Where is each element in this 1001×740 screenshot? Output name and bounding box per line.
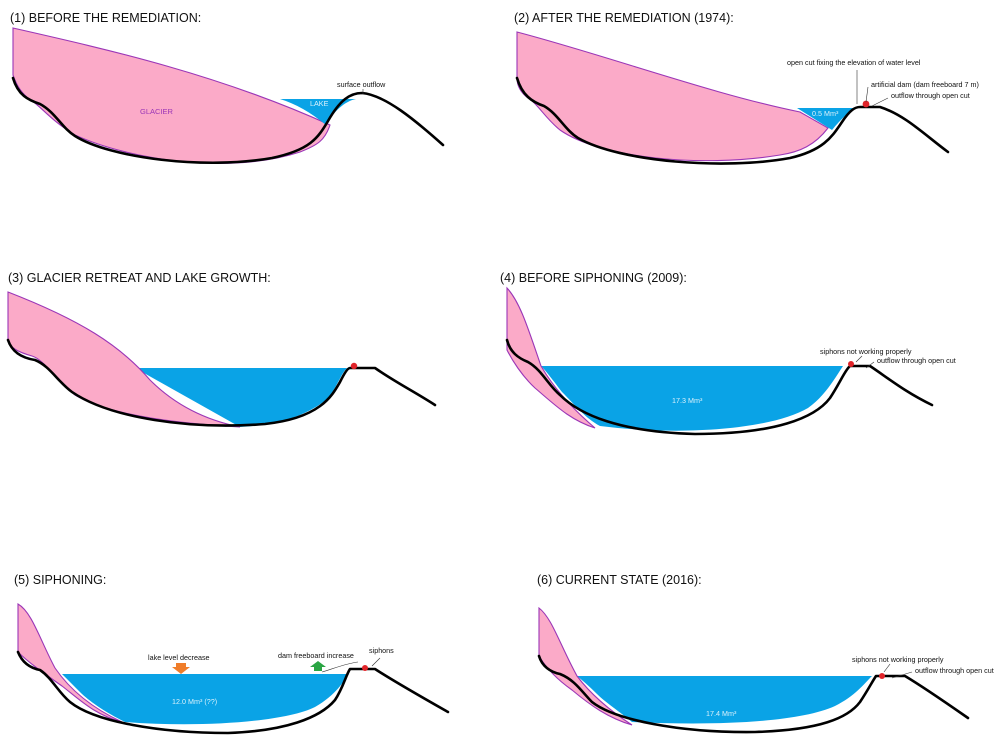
terrain-profile	[16, 650, 450, 735]
panel-3: (3) GLACIER RETREAT AND LAKE GROWTH:	[6, 271, 437, 428]
freeboard-leader	[321, 661, 359, 673]
siphons-label: siphons	[369, 646, 394, 655]
lake-volume-label: 17.3 Mm³	[672, 396, 703, 405]
panel-3-title: (3) GLACIER RETREAT AND LAKE GROWTH:	[8, 271, 271, 285]
panel-1: (1) BEFORE THE REMEDIATION: GLACIER LAKE…	[10, 11, 445, 165]
open-cut-label: open cut fixing the elevation of water l…	[787, 58, 921, 67]
lake-shape	[577, 676, 872, 724]
dam-marker	[879, 673, 885, 679]
outflow-leader	[871, 97, 889, 107]
dam-freeboard-increase-label: dam freeboard increase	[278, 651, 354, 660]
outflow-label: outflow through open cut	[891, 91, 970, 100]
glacier-shape	[506, 286, 596, 429]
outflow-label: outflow through open cut	[877, 356, 956, 365]
lake-shape	[135, 368, 347, 427]
dam-marker	[848, 361, 854, 367]
dam-label: artificial dam (dam freeboard 7 m)	[871, 80, 979, 89]
siphon-leader	[855, 355, 863, 363]
glacier-shape	[538, 606, 633, 726]
glacier-shape	[12, 27, 331, 164]
outflow-leader	[891, 671, 913, 679]
panel-2-title: (2) AFTER THE REMEDIATION (1974):	[514, 11, 734, 25]
arrow-up-icon	[310, 661, 326, 671]
siphons-leader	[371, 657, 381, 667]
dam-marker	[362, 665, 368, 671]
artificial-dam-marker	[862, 100, 870, 108]
lake-shape	[797, 108, 855, 130]
lake-shape	[62, 674, 349, 725]
lake-volume-label: 0.5 Mm³	[812, 109, 839, 118]
panel-2: (2) AFTER THE REMEDIATION (1974): 0.5 Mm…	[514, 11, 979, 165]
siphons-label: siphons not working properly	[852, 655, 944, 664]
lake-volume-label: 12.0 Mm³ (??)	[172, 697, 217, 706]
panel-4-title: (4) BEFORE SIPHONING (2009):	[500, 271, 687, 285]
dam-marker	[350, 362, 358, 370]
panel-1-title: (1) BEFORE THE REMEDIATION:	[10, 11, 201, 25]
panel-5: (5) SIPHONING: lake level decrease dam f…	[14, 573, 450, 735]
terrain-profile	[515, 76, 950, 165]
outflow-label: outflow through open cut	[915, 666, 994, 675]
panel-6: (6) CURRENT STATE (2016): 17.4 Mm³ sipho…	[537, 573, 994, 734]
arrow-down-icon	[172, 663, 190, 674]
terrain-profile	[11, 76, 445, 165]
lake-label: LAKE	[310, 99, 329, 108]
glacier-shape	[516, 31, 829, 162]
surface-outflow-label: surface outflow	[337, 80, 386, 89]
siphon-leader	[883, 663, 891, 673]
panel-6-title: (6) CURRENT STATE (2016):	[537, 573, 702, 587]
glacier-label: GLACIER	[140, 107, 174, 116]
dam-leader	[865, 86, 869, 103]
panel-5-title: (5) SIPHONING:	[14, 573, 106, 587]
lake-volume-label: 17.4 Mm³	[706, 709, 737, 718]
lake-level-decrease-label: lake level decrease	[148, 653, 210, 662]
outflow-leader	[865, 361, 875, 369]
siphons-label: siphons not working properly	[820, 347, 912, 356]
lake-shape	[541, 366, 843, 431]
panel-4: (4) BEFORE SIPHONING (2009): 17.3 Mm³ si…	[500, 271, 956, 436]
